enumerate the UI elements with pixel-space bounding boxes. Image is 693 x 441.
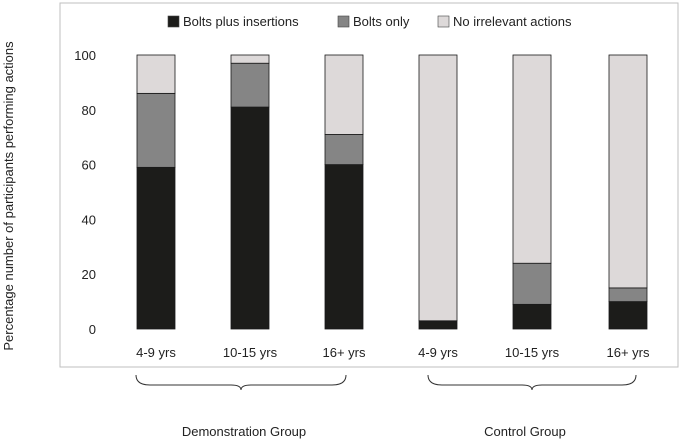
x-axis-labels: 4-9 yrs 10-15 yrs 16+ yrs 4-9 yrs 10-15 yrs 1… (136, 345, 650, 360)
legend-label: Bolts only (353, 14, 410, 29)
bar-segment-bolts-plus-insertions (324, 164, 364, 330)
legend-label: Bolts plus insertions (183, 14, 299, 29)
bar-segment-bolts-plus-insertions (418, 320, 458, 330)
group-labels: Demonstration Group Control Group (182, 424, 566, 439)
bar-segment-bolts-only (608, 287, 648, 302)
x-tick-label: 4-9 yrs (418, 345, 458, 360)
bar-segment-bolts-only (230, 62, 270, 108)
bar-segment-bolts-plus-insertions (230, 106, 270, 330)
bar-segment-no-irrelevant-actions (324, 54, 364, 135)
group-brace (427, 374, 637, 391)
bars (136, 54, 648, 330)
x-tick-label: 10-15 yrs (505, 345, 560, 360)
group-label: Demonstration Group (182, 424, 306, 439)
bar-segment-no-irrelevant-actions (230, 54, 270, 64)
bar-segment-no-irrelevant-actions (608, 54, 648, 289)
y-axis: 0 20 40 60 80 100 (74, 48, 96, 337)
y-tick-label: 100 (74, 48, 96, 63)
bar-segment-no-irrelevant-actions (418, 54, 458, 322)
group-braces (135, 374, 637, 391)
y-tick-label: 80 (82, 103, 96, 118)
y-tick-label: 60 (82, 158, 96, 173)
legend-swatch (167, 15, 180, 28)
y-axis-title: Percentage number of participants perfor… (1, 41, 16, 351)
y-tick-label: 20 (82, 267, 96, 282)
bar-segment-bolts-plus-insertions (608, 301, 648, 330)
y-tick-label: 0 (89, 322, 96, 337)
group-label: Control Group (484, 424, 566, 439)
x-tick-label: 10-15 yrs (223, 345, 278, 360)
bar-segment-bolts-only (324, 134, 364, 166)
x-tick-label: 4-9 yrs (136, 345, 176, 360)
y-tick-label: 40 (82, 212, 96, 227)
x-tick-label: 16+ yrs (323, 345, 366, 360)
legend-swatch (437, 15, 450, 28)
bar-segment-bolts-plus-insertions (512, 303, 552, 330)
bar-segment-bolts-only (512, 262, 552, 305)
bar-segment-bolts-only (136, 92, 176, 168)
legend-swatch (337, 15, 350, 28)
bar-segment-no-irrelevant-actions (512, 54, 552, 264)
bar-segment-bolts-plus-insertions (136, 166, 176, 330)
group-brace (135, 374, 347, 391)
legend: Bolts plus insertions Bolts only No irrele… (167, 14, 572, 29)
x-tick-label: 16+ yrs (607, 345, 650, 360)
bar-segment-no-irrelevant-actions (136, 54, 176, 94)
legend-label: No irrelevant actions (453, 14, 572, 29)
